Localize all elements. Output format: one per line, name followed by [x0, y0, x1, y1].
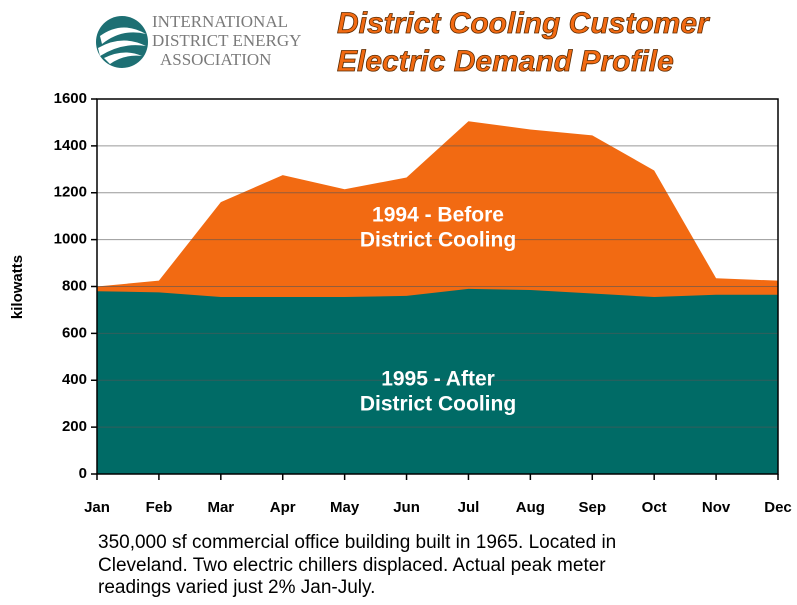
- logo-text: ASSOCIATION: [160, 50, 271, 69]
- note: 350,000 sf commercial office building bu…: [98, 532, 616, 553]
- x-tick-label: Jul: [458, 499, 480, 516]
- y-tick-label: 0: [79, 465, 87, 482]
- x-tick-label: Feb: [146, 499, 173, 516]
- x-tick-label: Apr: [270, 499, 296, 516]
- chart-title: District Cooling Customer: [337, 7, 711, 40]
- y-tick-label: 1000: [54, 231, 87, 248]
- x-tick-label: Jun: [393, 499, 420, 516]
- x-tick-label: Sep: [579, 499, 607, 516]
- y-tick-label: 400: [62, 371, 87, 388]
- logo-text: DISTRICT ENERGY: [152, 31, 301, 50]
- x-tick-label: Mar: [207, 499, 234, 516]
- x-tick-label: Dec: [764, 499, 792, 516]
- logo-text: INTERNATIONAL: [152, 12, 288, 31]
- area-label: 1994 - Before: [372, 204, 504, 227]
- plot-frame: [96, 98, 779, 475]
- y-tick-label: 200: [62, 418, 87, 435]
- y-tick-label: 1200: [54, 184, 87, 201]
- logo-mark: [96, 16, 148, 68]
- area: [97, 288, 778, 474]
- x-tick-label: May: [330, 499, 360, 516]
- chart-title: Electric Demand Profile: [337, 45, 674, 78]
- y-tick-label: 1600: [54, 90, 87, 107]
- area-label: 1995 - After: [381, 368, 495, 391]
- y-tick-label: 1400: [54, 137, 87, 154]
- note: readings varied just 2% Jan-July.: [98, 577, 375, 598]
- y-tick-label: 600: [62, 324, 87, 341]
- x-tick-label: Aug: [516, 499, 545, 516]
- x-tick-label: Nov: [702, 499, 731, 516]
- note: Cleveland. Two electric chillers displac…: [98, 555, 606, 576]
- y-axis-label: kilowatts: [9, 255, 26, 319]
- area-label: District Cooling: [360, 229, 516, 252]
- x-tick-label: Oct: [642, 499, 667, 516]
- area-label: District Cooling: [360, 393, 516, 416]
- x-tick-label: Jan: [84, 499, 110, 516]
- y-tick-label: 800: [62, 277, 87, 294]
